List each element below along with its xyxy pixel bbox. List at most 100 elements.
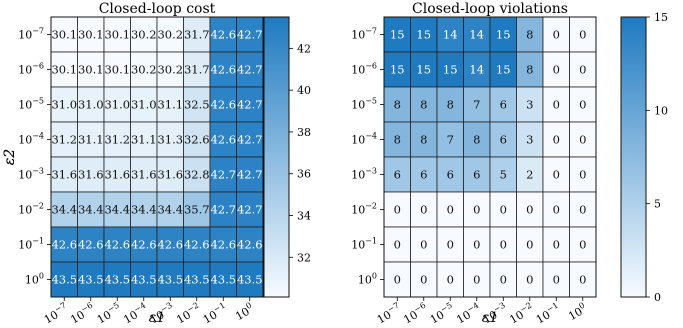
y-tick-label: 100 (25, 272, 44, 287)
cell-value-label: 0 (579, 98, 586, 112)
y-tick-label: 100 (358, 272, 377, 287)
cell-value-label: 6 (394, 168, 401, 182)
cell-value-label: 0 (420, 238, 427, 252)
x-axis-label: ε1 (482, 310, 498, 326)
y-tick-label: 10−5 (18, 97, 44, 112)
heatmap-cell (209, 191, 237, 228)
heatmap-cell (183, 191, 211, 228)
cell-value-label: 8 (394, 98, 401, 112)
heatmap-cell (236, 156, 264, 193)
cell-value-label: 0 (420, 203, 427, 217)
chart-title: Closed-loop violations (412, 1, 568, 17)
y-tick-label: 10−3 (18, 167, 44, 182)
cell-value-label: 2 (526, 168, 533, 182)
cell-value-label: 43.5 (51, 273, 77, 287)
cell-value-label: 3 (526, 98, 533, 112)
cell-value-label: 0 (394, 273, 401, 287)
y-tick-label: 10−6 (18, 62, 44, 77)
heatmap-cell (463, 226, 491, 263)
cell-value-label: 0 (553, 63, 560, 77)
cell-value-label: 42.6 (51, 238, 77, 252)
cell-value-label: 0 (526, 273, 533, 287)
x-tick-label: 10−6 (67, 301, 97, 327)
heatmap-cell (569, 121, 597, 158)
cell-value-label: 0 (526, 238, 533, 252)
cell-value-label: 6 (420, 168, 427, 182)
cell-value-label: 42.7 (237, 133, 263, 147)
cell-value-label: 0 (553, 98, 560, 112)
cell-value-label: 42.6 (157, 238, 183, 252)
heatmap-cell (463, 261, 491, 298)
y-tick-label: 10−7 (18, 27, 44, 42)
heatmap-cell (50, 226, 78, 263)
heatmap-cell (209, 226, 237, 263)
cell-value-label: 15 (496, 63, 511, 77)
cell-value-label: 42.7 (237, 203, 263, 217)
heatmap-cell (209, 121, 237, 158)
y-tick-label: 10−7 (351, 27, 377, 42)
cell-value-label: 0 (553, 273, 560, 287)
cell-value-label: 30.1 (51, 63, 77, 77)
cell-value-label: 32.5 (184, 98, 210, 112)
y-tick-label: 10−2 (351, 202, 377, 217)
cell-value-label: 8 (473, 133, 480, 147)
heatmap-cell (383, 191, 411, 228)
x-tick-label: 10−2 (173, 301, 203, 327)
heatmap-cell (489, 86, 517, 123)
cell-value-label: 43.5 (184, 273, 210, 287)
x-tick-label: 10−5 (427, 301, 457, 327)
colorbar-tick-label: 5 (654, 198, 661, 211)
colorbar (263, 16, 290, 298)
heatmap-cell (130, 86, 158, 123)
heatmap-cell (489, 261, 517, 298)
colorbar (620, 16, 647, 298)
cell-value-label: 3 (526, 133, 533, 147)
plot-frame (383, 16, 597, 298)
cell-value-label: 42.7 (237, 168, 263, 182)
cell-value-label: 42.6 (210, 133, 236, 147)
cell-value-label: 42.6 (210, 28, 236, 42)
cell-value-label: 42.6 (210, 98, 236, 112)
cell-value-label: 31.6 (131, 168, 157, 182)
cell-value-label: 43.5 (78, 273, 104, 287)
heatmap-cell (410, 226, 438, 263)
cell-value-label: 42.6 (104, 238, 130, 252)
cell-value-label: 31.1 (78, 133, 104, 147)
heatmap-cell (569, 226, 597, 263)
cell-value-label: 0 (473, 203, 480, 217)
y-tick-label: 10−1 (351, 237, 377, 252)
cell-value-label: 30.2 (131, 28, 157, 42)
cell-value-label: 0 (473, 273, 480, 287)
cell-value-label: 31.6 (78, 168, 104, 182)
cell-value-label: 15 (390, 28, 405, 42)
x-tick-label: 10−1 (200, 301, 230, 327)
y-axis-label: ε2 (2, 149, 18, 166)
cell-value-label: 15 (416, 28, 431, 42)
heatmap-cell (183, 226, 211, 263)
cell-value-label: 0 (447, 203, 454, 217)
heatmap-cell (516, 51, 544, 88)
y-tick-label: 10−1 (18, 237, 44, 252)
heatmap-cell (542, 226, 570, 263)
cell-value-label: 43.5 (131, 273, 157, 287)
cell-value-label: 31.0 (51, 98, 77, 112)
cell-value-label: 32.6 (184, 133, 210, 147)
heatmap-cell (156, 191, 184, 228)
y-tick-label: 10−4 (18, 132, 44, 147)
cell-value-label: 42.6 (184, 238, 210, 252)
heatmap-cell (236, 51, 264, 88)
heatmap-cell (516, 226, 544, 263)
cell-value-label: 30.2 (157, 63, 183, 77)
heatmap-cell (489, 226, 517, 263)
y-tick-label: 10−6 (351, 62, 377, 77)
heatmap-cell (569, 51, 597, 88)
heatmap-cell (516, 86, 544, 123)
cell-value-label: 30.1 (104, 63, 130, 77)
cell-value-label: 0 (394, 203, 401, 217)
cell-value-label: 0 (579, 63, 586, 77)
cell-value-label: 42.6 (78, 238, 104, 252)
cell-value-label: 0 (553, 168, 560, 182)
heatmap-cell (77, 16, 105, 53)
cell-value-label: 30.2 (131, 63, 157, 77)
